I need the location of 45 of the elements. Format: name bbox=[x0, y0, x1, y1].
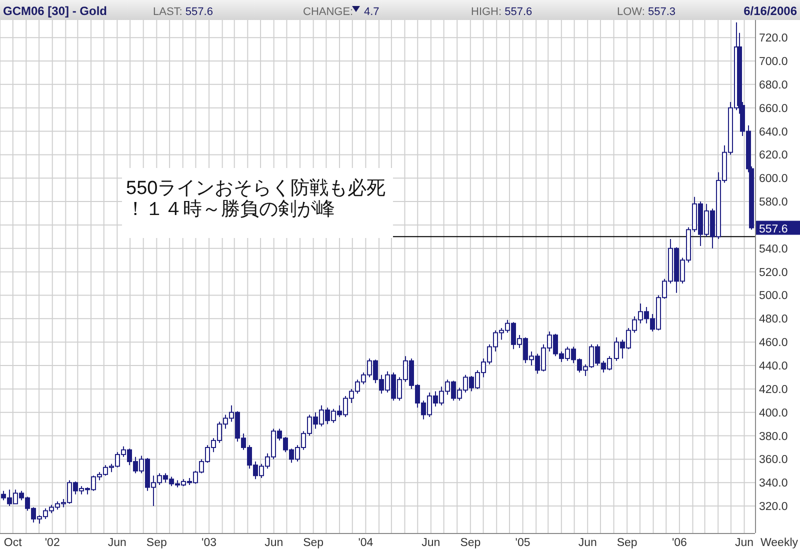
x-tick-label: '02 bbox=[44, 537, 60, 549]
x-tick-label: '03 bbox=[202, 537, 217, 549]
y-tick-label: 640.0 bbox=[759, 126, 788, 138]
y-tick-label: 580.0 bbox=[759, 196, 788, 209]
x-tick-label: Sep bbox=[460, 537, 481, 549]
x-tick-label: Jun bbox=[108, 537, 126, 549]
x-tick-label: '04 bbox=[358, 537, 374, 549]
text: CHANGE: bbox=[303, 6, 354, 18]
y-tick-label: 380.0 bbox=[759, 430, 788, 443]
text: HIGH: 557.6 bbox=[471, 6, 532, 18]
y-tick-label: 520.0 bbox=[759, 266, 788, 279]
y-tick-label: 720.0 bbox=[759, 32, 788, 45]
text: 6/16/2006 bbox=[744, 4, 798, 18]
y-tick-label: 660.0 bbox=[759, 102, 788, 115]
y-tick-label: 320.0 bbox=[759, 501, 788, 514]
x-tick-label: Sep bbox=[616, 537, 638, 549]
y-tick-label: 420.0 bbox=[759, 384, 788, 396]
chart-title: GCM06 [30] - Gold bbox=[3, 4, 108, 18]
y-tick-label: 540.0 bbox=[759, 243, 788, 256]
annotation: 550ラインおそらく防戦も必死！１４時～勝負の剣が峰 bbox=[126, 178, 386, 220]
text: 557.6 bbox=[759, 223, 788, 236]
y-tick-label: 440.0 bbox=[759, 360, 788, 373]
x-tick-label: Jun bbox=[422, 537, 440, 549]
y-tick-label: 700.0 bbox=[759, 56, 788, 68]
y-tick-label: 600.0 bbox=[759, 173, 788, 186]
text: LAST: 557.6 bbox=[153, 6, 213, 18]
y-tick-label: 360.0 bbox=[759, 454, 788, 466]
y-tick-label: 500.0 bbox=[759, 290, 788, 302]
x-tick-label: Jun bbox=[264, 537, 284, 549]
x-tick-label: Jun bbox=[578, 537, 597, 549]
x-tick-label: Sep bbox=[303, 537, 324, 549]
y-tick-label: 620.0 bbox=[759, 150, 788, 162]
y-tick-label: 460.0 bbox=[759, 337, 788, 350]
y-tick-label: 400.0 bbox=[759, 407, 788, 420]
x-tick-label: Jun bbox=[734, 537, 754, 549]
x-tick-label: Sep bbox=[146, 537, 167, 549]
x-tick-label: Oct bbox=[4, 537, 23, 549]
x-tick-label: '05 bbox=[515, 537, 530, 549]
x-tick-label: '06 bbox=[672, 537, 687, 549]
text: Weekly bbox=[760, 537, 798, 549]
y-tick-label: 340.0 bbox=[759, 478, 788, 490]
y-tick-label: 480.0 bbox=[759, 314, 788, 326]
y-tick-label: 680.0 bbox=[759, 79, 788, 92]
text: 4.7 bbox=[364, 6, 380, 18]
text: LOW: 557.3 bbox=[617, 6, 676, 18]
